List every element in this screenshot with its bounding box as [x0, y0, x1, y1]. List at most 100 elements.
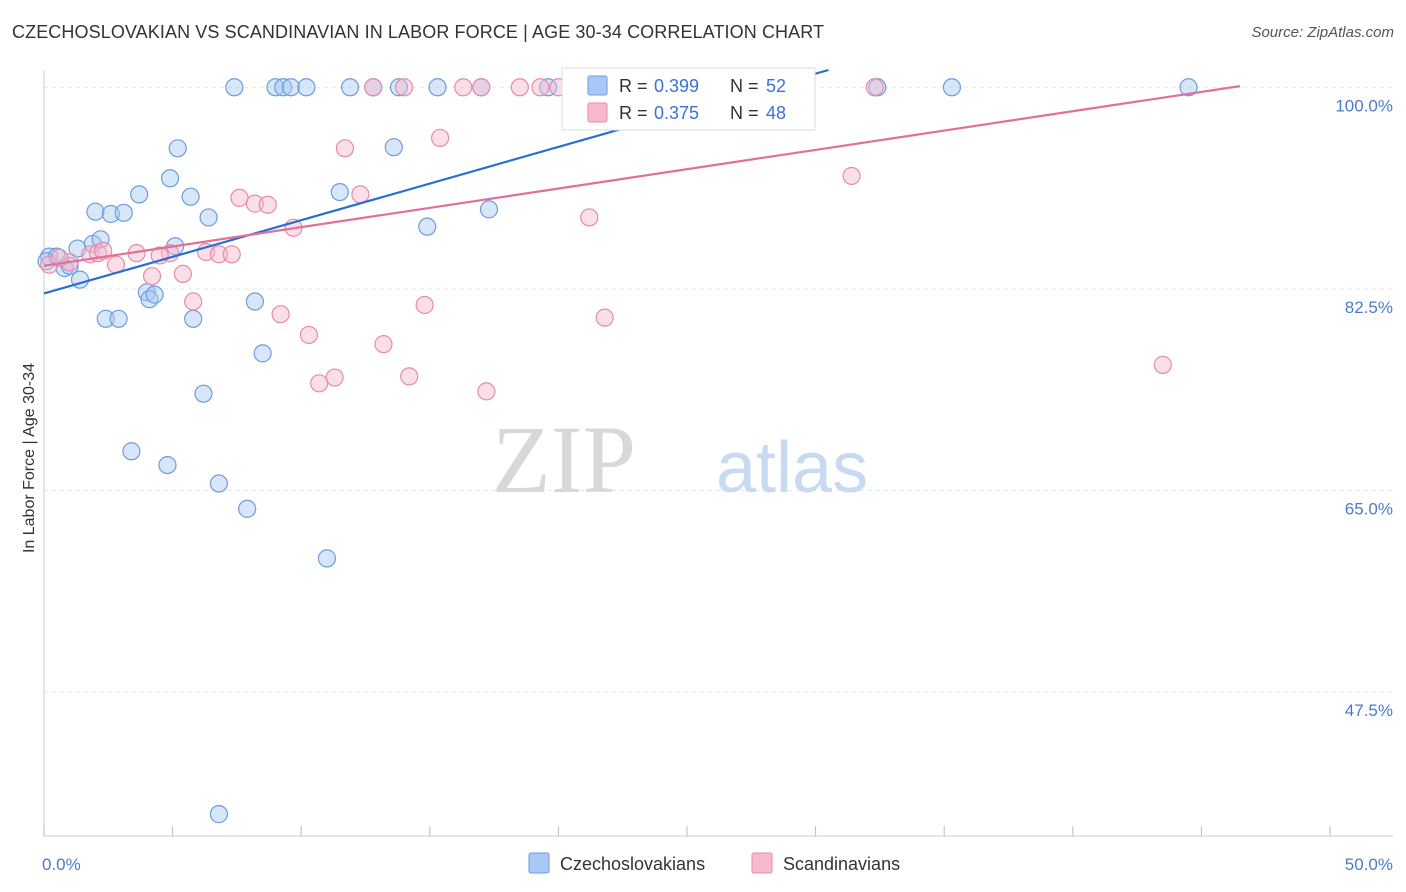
y-tick-label-0: 100.0%: [1335, 96, 1393, 115]
legend-n-value-1: 52: [766, 76, 786, 96]
data-points: [37, 78, 1198, 824]
x-tick-label-1: 50.0%: [1345, 855, 1393, 874]
legend-swatch-czechoslovakians: [587, 75, 608, 96]
legend-r-label-1: R =: [619, 76, 648, 96]
czechoslovakian-point-40: [384, 138, 403, 157]
czechoslovakian-point-8: [91, 230, 110, 249]
czechoslovakian-point-22: [181, 187, 200, 206]
y-tick-label-3: 47.5%: [1345, 701, 1393, 720]
czechoslovakian-point-45: [479, 200, 499, 219]
legend-r-label-2: R =: [619, 103, 648, 123]
watermark-atlas: atlas: [716, 428, 868, 508]
series-legend: Czechoslovakians Scandinavians: [528, 852, 900, 874]
scandinavian-point-22: [335, 139, 355, 158]
czechoslovakian-point-33: [274, 78, 293, 97]
czechoslovakian-point-32: [266, 78, 285, 97]
watermark: ZIP atlas: [492, 406, 868, 513]
czechoslovakian-point-23: [184, 309, 203, 328]
czechoslovakian-point-7: [86, 202, 105, 221]
scandinavian-point-24: [364, 78, 383, 97]
scandinavian-point-10: [184, 292, 203, 311]
czechoslovakian-point-35: [297, 78, 316, 97]
scandinavian-point-37: [595, 308, 614, 327]
scandinavian-point-4: [94, 241, 113, 260]
bottom-legend-scandinavians: Scandinavians: [783, 854, 900, 874]
scandinavian-point-45: [1153, 355, 1172, 374]
czechoslovakian-point-19: [160, 169, 180, 188]
axes: [43, 70, 1393, 837]
czechoslovakian-point-21: [168, 139, 187, 158]
scandinavian-point-7: [142, 267, 162, 286]
czechoslovakian-point-42: [418, 217, 437, 236]
scandinavian-point-15: [245, 194, 265, 213]
y-tick-label-2: 65.0%: [1345, 499, 1393, 518]
czechoslovakian-point-49: [942, 78, 962, 97]
czechoslovakian-point-13: [122, 442, 141, 461]
scandinavian-point-14: [230, 188, 249, 207]
scandinavian-point-17: [271, 305, 290, 324]
scandinavian-point-33: [510, 78, 529, 97]
czechoslovakian-point-24: [194, 384, 213, 403]
czechoslovakian-point-43: [428, 78, 447, 97]
bottom-legend-czechoslovakians: Czechoslovakians: [560, 854, 705, 874]
source-label: Source: ZipAtlas.com: [1251, 24, 1394, 41]
scandinavian-point-9: [173, 264, 192, 283]
legend-n-value-2: 48: [766, 103, 786, 123]
czechoslovakian-point-28: [225, 78, 244, 97]
scandinavian-point-32: [477, 382, 496, 401]
scandinavian-point-20: [310, 374, 329, 393]
scandinavian-point-26: [394, 78, 414, 97]
scandinavian-point-23: [351, 185, 370, 204]
czechoslovakian-point-30: [245, 292, 265, 311]
czechoslovakian-point-18: [158, 455, 177, 475]
czechoslovakian-point-34: [281, 78, 301, 97]
scandinavian-point-19: [299, 325, 319, 345]
scandinavian-point-28: [415, 295, 434, 315]
scandinavian-point-43: [842, 166, 861, 186]
legend-r-value-2: 0.375: [654, 103, 699, 123]
czechoslovakian-point-12: [114, 203, 133, 222]
scandinavian-point-36: [580, 208, 599, 227]
czechoslovakian-point-38: [340, 78, 360, 97]
scandinavian-point-29: [430, 128, 450, 148]
x-tick-label-0: 0.0%: [42, 855, 81, 874]
x-tick-labels: 0.0% 50.0%: [42, 855, 1393, 874]
gridlines: [44, 86, 1393, 693]
czechoslovakian-point-26: [209, 474, 228, 493]
czechoslovakian-point-27: [209, 805, 228, 824]
chart-title: CZECHOSLOVAKIAN VS SCANDINAVIAN IN LABOR…: [12, 22, 825, 42]
scandinavian-point-21: [325, 368, 344, 387]
legend-r-value-1: 0.399: [654, 76, 699, 96]
scandinavian-point-31: [472, 78, 491, 97]
y-tick-label-1: 82.5%: [1345, 298, 1393, 317]
legend-n-label-1: N =: [730, 76, 759, 96]
scandinavian-point-27: [400, 367, 419, 386]
legend-swatch-scandinavians: [587, 102, 608, 123]
czechoslovakian-point-50: [1179, 78, 1198, 97]
czechoslovakian-point-31: [253, 344, 272, 363]
czechoslovakian-point-14: [130, 185, 149, 204]
czechoslovakian-point-17: [145, 285, 164, 304]
scandinavian-point-44: [865, 78, 884, 97]
czechoslovakian-point-36: [317, 549, 337, 568]
czechoslovakian-point-10: [101, 204, 120, 224]
legend-n-label-2: N =: [730, 103, 759, 123]
scandinavian-point-12: [209, 245, 228, 264]
scandinavian-trend-line: [43, 85, 1241, 267]
scandinavian-point-16: [258, 195, 277, 214]
czechoslovakian-point-41: [389, 78, 409, 97]
watermark-zip: ZIP: [492, 406, 636, 513]
czechoslovakian-point-37: [330, 182, 349, 202]
y-tick-labels: 100.0% 82.5% 65.0% 47.5%: [1335, 96, 1393, 720]
scandinavian-point-30: [454, 78, 473, 97]
czechoslovakian-point-11: [109, 309, 128, 328]
scandinavian-point-25: [374, 335, 393, 354]
stats-legend: R = 0.399 N = 52 R = 0.375 N = 48: [561, 67, 816, 131]
czechoslovakian-point-9: [96, 309, 115, 328]
scandinavian-point-13: [222, 245, 241, 264]
scandinavian-point-34: [531, 78, 550, 97]
bottom-legend-swatch-czechoslovakians: [528, 852, 550, 874]
czechoslovakian-point-29: [238, 499, 257, 518]
bottom-legend-swatch-scandinavians: [751, 852, 773, 874]
